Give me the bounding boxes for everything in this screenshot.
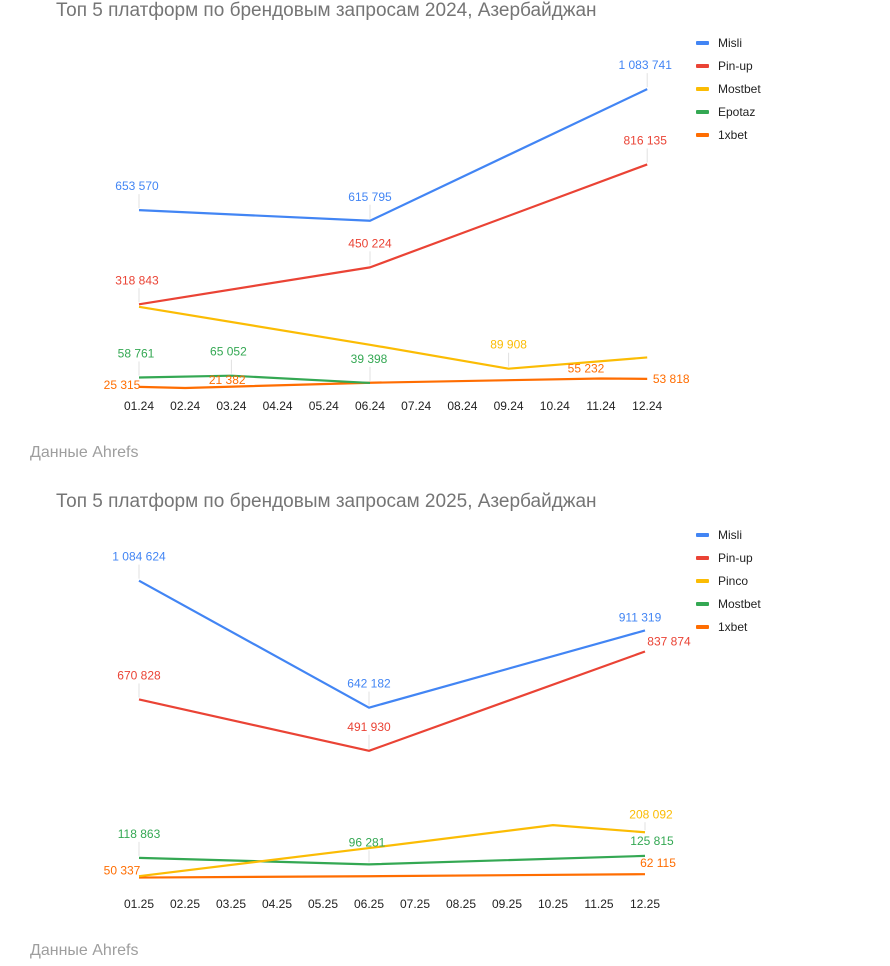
legend-item-epotaz[interactable]: Epotaz bbox=[696, 100, 761, 123]
x-tick-label: 03.24 bbox=[216, 399, 246, 413]
x-tick-label: 11.24 bbox=[586, 399, 615, 413]
data-label: 208 092 bbox=[629, 807, 673, 821]
data-label: 491 930 bbox=[347, 720, 391, 734]
x-tick-label: 01.24 bbox=[124, 399, 154, 413]
data-label: 1 084 624 bbox=[112, 550, 166, 564]
legend-item-mostbet[interactable]: Mostbet bbox=[696, 592, 761, 615]
series-line-pin-up bbox=[138, 163, 648, 306]
legend-swatch-icon bbox=[696, 109, 709, 114]
legend-swatch-icon bbox=[696, 624, 709, 629]
data-label: 318 843 bbox=[115, 273, 159, 287]
legend-label: 1xbet bbox=[718, 127, 748, 142]
legend-swatch-icon bbox=[696, 555, 709, 560]
data-label: 62 115 bbox=[640, 856, 676, 870]
x-tick-label: 11.25 bbox=[584, 897, 613, 911]
chart-title: Топ 5 платформ по брендовым запросам 202… bbox=[56, 491, 597, 512]
data-label: 911 319 bbox=[619, 610, 662, 624]
line-chart-plot: 01.25 02.25 03.25 04.25 05.25 06.25 07.25 08.25… bbox=[104, 550, 691, 911]
data-label: 670 828 bbox=[117, 668, 161, 682]
chart-2024: Топ 5 платформ по брендовым запросам 202… bbox=[0, 0, 890, 470]
legend-label: Pin-up bbox=[718, 550, 753, 565]
legend-label: Misli bbox=[718, 35, 742, 50]
series-line-pin-up bbox=[138, 650, 646, 752]
source-note: Данные Ahrefs bbox=[30, 444, 139, 461]
legend-item-misli[interactable]: Misli bbox=[696, 31, 761, 54]
legend-swatch-icon bbox=[696, 63, 709, 68]
data-label: 21 382 bbox=[209, 373, 246, 387]
legend-label: Misli bbox=[718, 527, 742, 542]
x-tick-label: 01.25 bbox=[124, 897, 154, 911]
legend-label: Mostbet bbox=[718, 596, 761, 611]
x-tick-label: 08.24 bbox=[447, 399, 477, 413]
series-line-1xbet bbox=[138, 873, 646, 879]
data-label: 39 398 bbox=[351, 352, 388, 366]
data-label: 58 761 bbox=[118, 346, 155, 360]
x-tick-label: 02.25 bbox=[170, 897, 200, 911]
data-label: 1 083 741 bbox=[619, 58, 673, 72]
legend-swatch-icon bbox=[696, 40, 709, 45]
data-label: 50 337 bbox=[104, 864, 141, 878]
legend-item-1xbet[interactable]: 1xbet bbox=[696, 123, 761, 146]
x-tick-label: 10.24 bbox=[540, 399, 570, 413]
legend-label: Epotaz bbox=[718, 104, 756, 119]
x-tick-label: 12.25 bbox=[630, 897, 660, 911]
legend-item-pin-up[interactable]: Pin-up bbox=[696, 54, 761, 77]
series-line-misli bbox=[138, 579, 646, 709]
legend-swatch-icon bbox=[696, 578, 709, 583]
x-tick-label: 09.25 bbox=[492, 897, 522, 911]
data-label: 65 052 bbox=[210, 345, 247, 359]
source-note: Данные Ahrefs bbox=[30, 942, 139, 959]
data-label: 53 818 bbox=[653, 372, 690, 386]
legend-swatch-icon bbox=[696, 132, 709, 137]
x-tick-label: 04.24 bbox=[263, 399, 293, 413]
data-label: 96 281 bbox=[349, 835, 386, 849]
x-tick-label: 02.24 bbox=[170, 399, 200, 413]
chart-legend: Misli Pin-up Pinco Mostbet 1xbet bbox=[696, 523, 761, 638]
x-tick-label: 05.25 bbox=[308, 897, 338, 911]
x-tick-label: 06.24 bbox=[355, 399, 385, 413]
legend-item-misli[interactable]: Misli bbox=[696, 523, 761, 546]
line-chart-plot: 01.24 02.24 03.24 04.24 05.24 06.24 07.24 08.24… bbox=[104, 58, 690, 413]
x-tick-label: 06.25 bbox=[354, 897, 384, 911]
series-line-pinco bbox=[138, 824, 646, 878]
chart-legend: Misli Pin-up Mostbet Epotaz 1xbet bbox=[696, 31, 761, 146]
data-label: 450 224 bbox=[348, 236, 392, 250]
legend-item-pinco[interactable]: Pinco bbox=[696, 569, 761, 592]
x-tick-label: 04.25 bbox=[262, 897, 292, 911]
chart-title: Топ 5 платформ по брендовым запросам 202… bbox=[56, 0, 597, 21]
legend-swatch-icon bbox=[696, 601, 709, 606]
data-label: 642 182 bbox=[347, 677, 391, 691]
legend-label: Pin-up bbox=[718, 58, 753, 73]
legend-item-pin-up[interactable]: Pin-up bbox=[696, 546, 761, 569]
x-tick-label: 05.24 bbox=[309, 399, 339, 413]
series-line-mostbet bbox=[138, 854, 646, 866]
x-tick-label: 10.25 bbox=[538, 897, 568, 911]
data-label: 653 570 bbox=[115, 179, 159, 193]
data-label: 89 908 bbox=[490, 338, 527, 352]
legend-label: 1xbet bbox=[718, 619, 748, 634]
series-line-mostbet bbox=[138, 305, 648, 370]
data-label: 816 135 bbox=[624, 133, 668, 147]
legend-item-mostbet[interactable]: Mostbet bbox=[696, 77, 761, 100]
data-label: 615 795 bbox=[348, 190, 392, 204]
x-tick-label: 07.25 bbox=[400, 897, 430, 911]
x-tick-label: 09.24 bbox=[494, 399, 524, 413]
data-label: 55 232 bbox=[568, 361, 605, 375]
x-tick-label: 03.25 bbox=[216, 897, 246, 911]
data-label: 837 874 bbox=[647, 635, 691, 649]
legend-label: Pinco bbox=[718, 573, 749, 588]
legend-label: Mostbet bbox=[718, 81, 761, 96]
data-label: 118 863 bbox=[118, 827, 161, 841]
series-line-misli bbox=[138, 88, 648, 222]
data-label: 25 315 bbox=[104, 378, 141, 392]
series-line-epotaz bbox=[138, 374, 371, 385]
x-tick-label: 08.25 bbox=[446, 897, 476, 911]
legend-item-1xbet[interactable]: 1xbet bbox=[696, 615, 761, 638]
x-tick-label: 07.24 bbox=[401, 399, 431, 413]
legend-swatch-icon bbox=[696, 86, 709, 91]
x-tick-label: 12.24 bbox=[632, 399, 662, 413]
legend-swatch-icon bbox=[696, 532, 709, 537]
data-label: 125 815 bbox=[630, 834, 674, 848]
